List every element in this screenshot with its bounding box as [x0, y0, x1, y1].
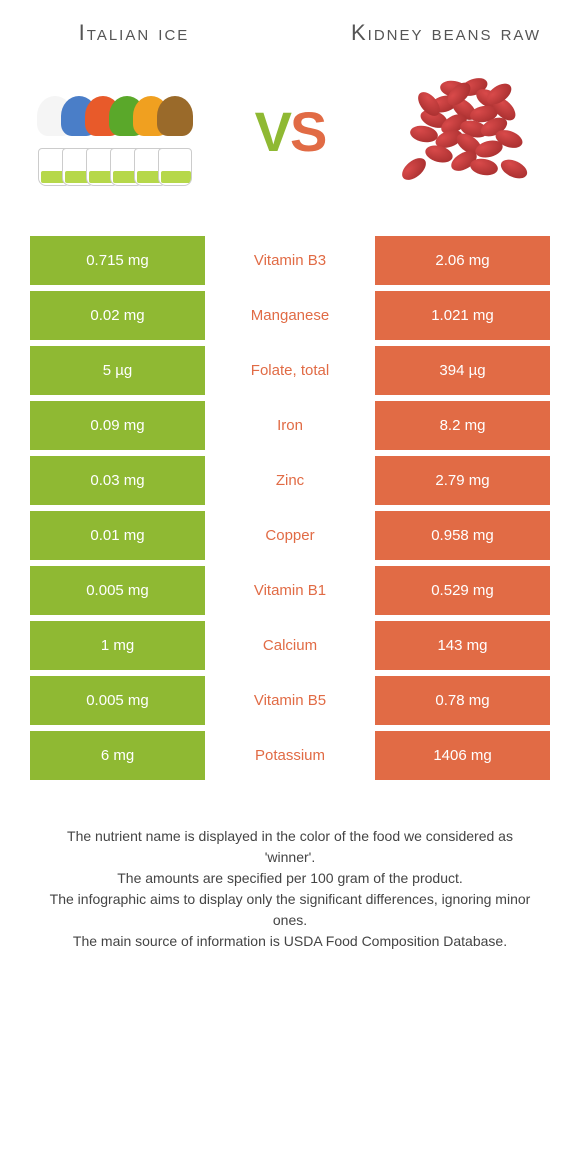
table-row: 0.02 mgManganese1.021 mg [30, 291, 550, 346]
table-row: 0.09 mgIron8.2 mg [30, 401, 550, 456]
vs-s-letter: S [290, 100, 325, 163]
left-value: 1 mg [30, 621, 205, 670]
food-left-image [30, 66, 210, 196]
left-value: 5 µg [30, 346, 205, 395]
table-row: 1 mgCalcium143 mg [30, 621, 550, 676]
right-value: 1.021 mg [375, 291, 550, 340]
table-row: 6 mgPotassium1406 mg [30, 731, 550, 786]
nutrient-name: Potassium [205, 731, 375, 780]
vs-badge: VS [255, 99, 326, 164]
right-value: 2.06 mg [375, 236, 550, 285]
nutrient-name: Zinc [205, 456, 375, 505]
nutrient-name: Vitamin B3 [205, 236, 375, 285]
right-value: 394 µg [375, 346, 550, 395]
table-row: 0.005 mgVitamin B50.78 mg [30, 676, 550, 731]
table-row: 0.005 mgVitamin B10.529 mg [30, 566, 550, 621]
nutrient-name: Iron [205, 401, 375, 450]
kidney-beans-icon [380, 71, 540, 191]
right-value: 0.78 mg [375, 676, 550, 725]
food-left-title: Italian ice [30, 20, 238, 46]
infographic-container: Italian ice Kidney beans raw VS 0.715 mg… [0, 0, 580, 952]
left-value: 0.005 mg [30, 566, 205, 615]
left-value: 0.09 mg [30, 401, 205, 450]
footer-notes: The nutrient name is displayed in the co… [0, 786, 580, 952]
right-value: 1406 mg [375, 731, 550, 780]
nutrient-name: Calcium [205, 621, 375, 670]
nutrient-name: Copper [205, 511, 375, 560]
footer-line: The infographic aims to display only the… [40, 889, 540, 931]
bean-icon [469, 157, 499, 178]
footer-line: The amounts are specified per 100 gram o… [40, 868, 540, 889]
food-right-image [370, 66, 550, 196]
left-value: 6 mg [30, 731, 205, 780]
nutrient-name: Vitamin B5 [205, 676, 375, 725]
left-value: 0.005 mg [30, 676, 205, 725]
ice-cone-icon [155, 116, 195, 186]
right-value: 0.529 mg [375, 566, 550, 615]
right-value: 8.2 mg [375, 401, 550, 450]
left-value: 0.715 mg [30, 236, 205, 285]
nutrient-table: 0.715 mgVitamin B32.06 mg0.02 mgManganes… [30, 236, 550, 786]
right-value: 143 mg [375, 621, 550, 670]
table-row: 0.03 mgZinc2.79 mg [30, 456, 550, 511]
footer-line: The main source of information is USDA F… [40, 931, 540, 952]
right-value: 2.79 mg [375, 456, 550, 505]
right-value: 0.958 mg [375, 511, 550, 560]
header: Italian ice Kidney beans raw [0, 0, 580, 56]
bean-icon [498, 156, 530, 182]
footer-line: The nutrient name is displayed in the co… [40, 826, 540, 868]
food-right-title: Kidney beans raw [342, 20, 550, 46]
nutrient-name: Vitamin B1 [205, 566, 375, 615]
table-row: 0.01 mgCopper0.958 mg [30, 511, 550, 566]
nutrient-name: Manganese [205, 291, 375, 340]
bean-icon [398, 154, 430, 184]
left-value: 0.02 mg [30, 291, 205, 340]
italian-ice-icon [35, 76, 205, 186]
left-value: 0.03 mg [30, 456, 205, 505]
left-value: 0.01 mg [30, 511, 205, 560]
nutrient-name: Folate, total [205, 346, 375, 395]
vs-row: VS [0, 56, 580, 236]
table-row: 5 µgFolate, total394 µg [30, 346, 550, 401]
vs-v-letter: V [255, 100, 290, 163]
table-row: 0.715 mgVitamin B32.06 mg [30, 236, 550, 291]
